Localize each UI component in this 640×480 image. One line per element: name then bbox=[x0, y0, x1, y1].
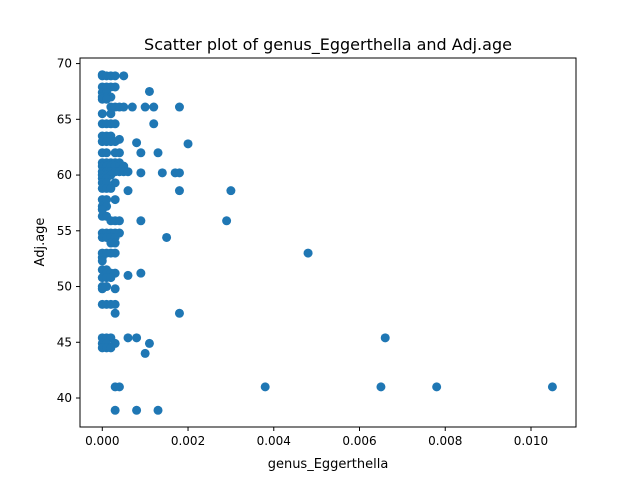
data-point bbox=[114, 216, 124, 226]
data-point bbox=[110, 82, 120, 92]
data-point bbox=[106, 109, 116, 119]
x-tick-label: 0.008 bbox=[428, 434, 462, 448]
data-point bbox=[153, 405, 163, 415]
data-point bbox=[183, 139, 193, 149]
data-point bbox=[380, 333, 390, 343]
y-tick-label: 65 bbox=[57, 112, 72, 126]
data-point bbox=[110, 299, 120, 309]
x-tick-label: 0.002 bbox=[171, 434, 205, 448]
data-point bbox=[110, 308, 120, 318]
y-tick-label: 60 bbox=[57, 168, 72, 182]
y-tick-label: 50 bbox=[57, 280, 72, 294]
points-layer bbox=[97, 70, 557, 415]
data-point bbox=[110, 119, 120, 129]
data-point bbox=[149, 119, 159, 129]
data-point bbox=[102, 148, 112, 158]
data-point bbox=[174, 168, 184, 178]
data-point bbox=[157, 168, 167, 178]
data-point bbox=[162, 232, 172, 242]
data-point bbox=[153, 148, 163, 158]
data-point bbox=[303, 248, 313, 258]
data-point bbox=[140, 348, 150, 358]
data-point bbox=[174, 308, 184, 318]
data-point bbox=[102, 195, 112, 205]
x-axis-label: genus_Eggerthella bbox=[268, 457, 389, 472]
plot-frame bbox=[79, 57, 577, 428]
data-point bbox=[123, 270, 133, 280]
data-point bbox=[110, 71, 120, 81]
data-point bbox=[547, 382, 557, 392]
data-point bbox=[136, 168, 146, 178]
data-point bbox=[123, 167, 133, 177]
data-point bbox=[174, 102, 184, 112]
data-point bbox=[376, 382, 386, 392]
data-point bbox=[119, 71, 129, 81]
data-point bbox=[149, 102, 159, 112]
data-point bbox=[432, 382, 442, 392]
data-point bbox=[136, 216, 146, 226]
data-point bbox=[110, 248, 120, 258]
x-tick-label: 0.004 bbox=[257, 434, 291, 448]
data-point bbox=[97, 284, 107, 294]
data-point bbox=[144, 338, 154, 348]
data-point bbox=[174, 186, 184, 196]
data-point bbox=[132, 138, 142, 148]
x-tick-label: 0.010 bbox=[514, 434, 548, 448]
data-point bbox=[97, 205, 107, 215]
x-axis: 0.000 0.002 0.004 0.006 0.008 0.010 bbox=[85, 427, 548, 448]
data-point bbox=[114, 148, 124, 158]
data-point bbox=[123, 333, 133, 343]
data-point bbox=[136, 148, 146, 158]
data-point bbox=[136, 268, 146, 278]
data-point bbox=[226, 186, 236, 196]
data-point bbox=[110, 195, 120, 205]
data-point bbox=[140, 102, 150, 112]
data-point bbox=[132, 405, 142, 415]
data-point bbox=[106, 343, 116, 353]
data-point bbox=[97, 256, 107, 266]
data-point bbox=[102, 94, 112, 104]
data-point bbox=[97, 109, 107, 119]
y-axis-label: Adj.age bbox=[33, 218, 48, 267]
data-point bbox=[114, 382, 124, 392]
x-tick-label: 0.006 bbox=[342, 434, 376, 448]
data-point bbox=[144, 86, 154, 96]
y-axis: 40 45 50 55 60 65 70 bbox=[57, 57, 80, 405]
y-tick-label: 70 bbox=[57, 57, 72, 71]
data-point bbox=[222, 216, 232, 226]
data-point bbox=[260, 382, 270, 392]
data-point bbox=[106, 183, 116, 193]
data-point bbox=[119, 102, 129, 112]
y-tick-label: 40 bbox=[57, 391, 72, 405]
y-tick-label: 45 bbox=[57, 335, 72, 349]
data-point bbox=[110, 405, 120, 415]
data-point bbox=[132, 333, 142, 343]
data-point bbox=[106, 273, 116, 283]
data-point bbox=[110, 238, 120, 248]
data-point bbox=[114, 134, 124, 144]
data-point bbox=[110, 284, 120, 294]
chart-title: Scatter plot of genus_Eggerthella and Ad… bbox=[144, 35, 512, 55]
x-tick-label: 0.000 bbox=[85, 434, 119, 448]
data-point bbox=[123, 186, 133, 196]
data-point bbox=[127, 102, 137, 112]
y-tick-label: 55 bbox=[57, 224, 72, 238]
